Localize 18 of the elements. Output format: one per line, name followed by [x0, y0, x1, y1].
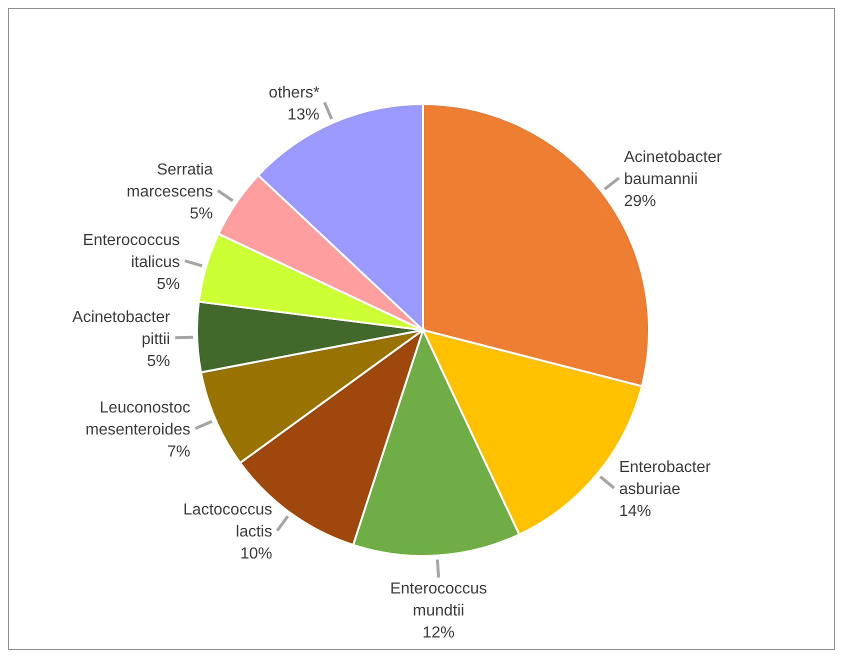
slice-label: Serratia marcescens	[126, 162, 213, 201]
data-label: 5%	[146, 352, 170, 370]
slice-label: Acinetobacter baumannii	[624, 149, 722, 188]
slice-label: Lactococcus lactis	[183, 502, 272, 541]
data-label: 12%	[422, 624, 455, 642]
data-label: 7%	[167, 443, 190, 460]
slice-label: Enterobacter asburiae	[619, 459, 712, 498]
slice-label: Enterococcus mundtii	[390, 580, 488, 620]
data-label: 5%	[156, 276, 180, 293]
data-label: 14%	[619, 503, 652, 520]
slice-label: others*	[268, 84, 320, 102]
data-label: 5%	[190, 206, 213, 223]
slice-label: Enterococcus italicus	[82, 232, 180, 271]
data-label: 10%	[240, 546, 272, 563]
data-label: 29%	[624, 193, 656, 210]
slice-label: Acinetobacter pittii	[72, 308, 171, 348]
data-label: 13%	[287, 106, 320, 124]
slice-label: Leuconostoc mesenteroides	[85, 399, 190, 438]
